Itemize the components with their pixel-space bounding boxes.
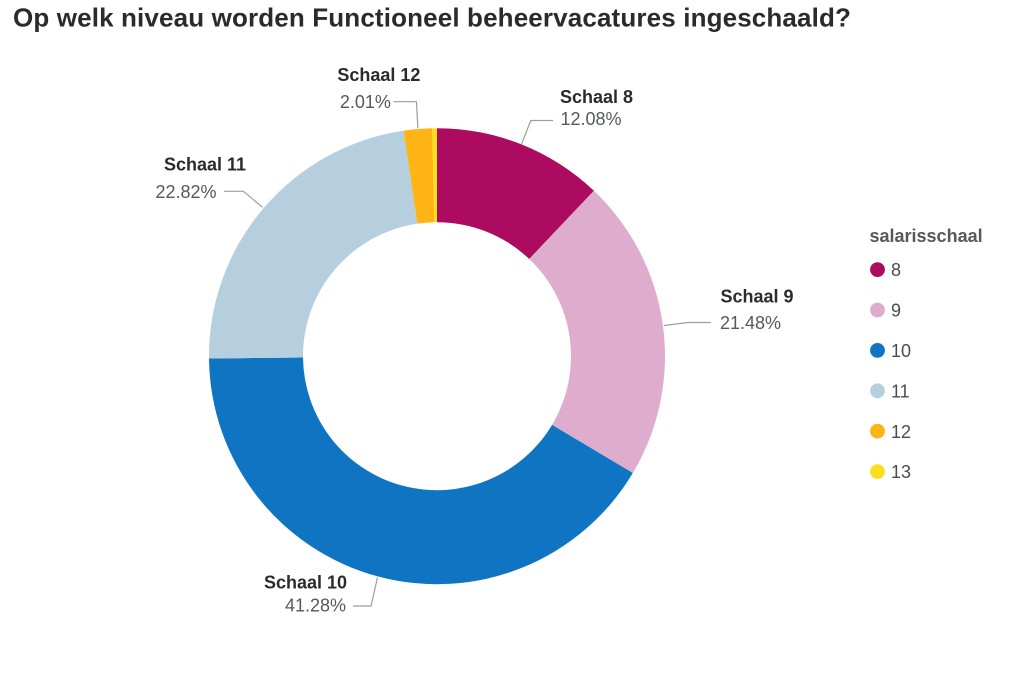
svg-text:41.28%: 41.28% xyxy=(285,595,346,615)
svg-text:Schaal 10: Schaal 10 xyxy=(264,573,347,593)
svg-text:21.48%: 21.48% xyxy=(720,313,781,333)
svg-text:Schaal 12: Schaal 12 xyxy=(337,65,420,85)
svg-text:12.08%: 12.08% xyxy=(561,109,622,129)
svg-text:11: 11 xyxy=(891,381,910,401)
svg-text:8: 8 xyxy=(891,260,901,280)
svg-text:Op welk niveau worden Function: Op welk niveau worden Functioneel beheer… xyxy=(13,3,851,33)
svg-text:22.82%: 22.82% xyxy=(156,182,217,202)
svg-text:10: 10 xyxy=(891,341,911,361)
svg-text:Schaal 9: Schaal 9 xyxy=(721,286,794,306)
svg-text:2.01%: 2.01% xyxy=(340,92,391,112)
svg-text:salarisschaal: salarisschaal xyxy=(870,226,983,246)
svg-text:12: 12 xyxy=(891,422,911,442)
svg-text:9: 9 xyxy=(891,301,901,321)
svg-text:13: 13 xyxy=(891,462,911,482)
svg-text:Schaal 8: Schaal 8 xyxy=(560,87,633,107)
svg-text:Schaal 11: Schaal 11 xyxy=(164,155,246,175)
